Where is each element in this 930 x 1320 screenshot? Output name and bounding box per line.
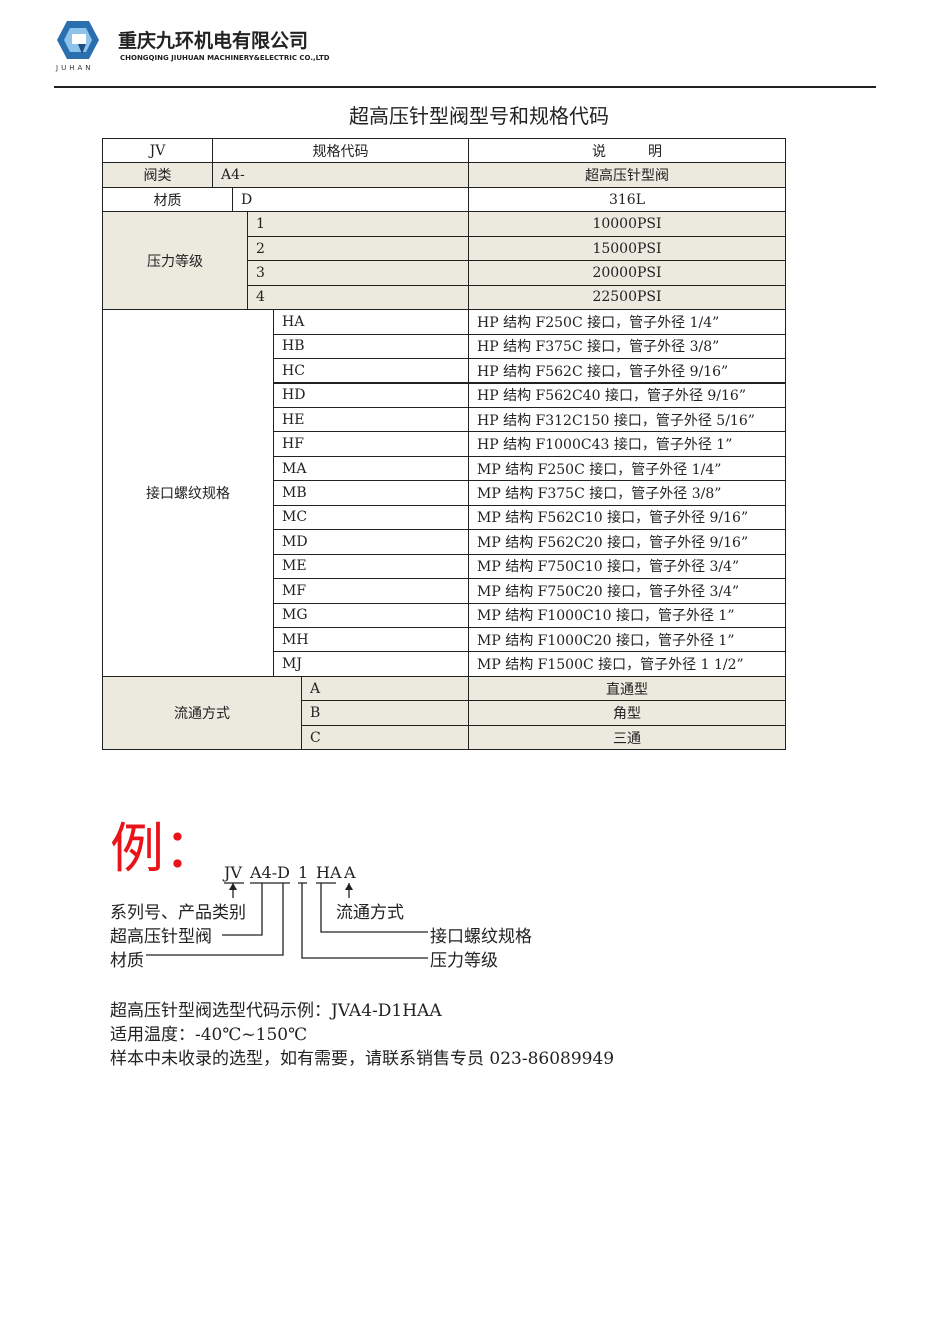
row-code-text: MC [282,509,308,526]
row-code-text: MG [282,607,308,624]
row-desc: 超高压针型阀 [468,162,786,188]
label-flow: 流通方式 [336,903,404,923]
header-desc-text: 说 明 [592,143,662,160]
row-code-text: MJ [282,656,302,673]
row-code-text: 4 [256,289,265,306]
row-desc-text: MP 结构 F562C10 接口，管子外径 9/16” [477,510,749,527]
code-jv: JV [224,863,242,882]
row-desc-text: 超高压针型阀 [585,168,669,185]
row-desc-text: 22500PSI [592,289,662,306]
label-material: 材质 [110,951,144,971]
row-code-text: HB [282,338,305,355]
note-contact: 样本中未收录的选型，如有需要，请联系销售专员 023-86089949 [110,1049,615,1069]
section-label-text: 流通方式 [174,706,230,723]
row-code: 3 [247,260,469,286]
row-code: A4- [212,162,469,188]
row-code-text: HF [282,436,304,453]
row-desc-text: HP 结构 F1000C43 接口，管子外径 1” [477,437,733,454]
row-code-text: MF [282,582,307,599]
header-code-text: 规格代码 [312,143,369,160]
section-label-text: 压力等级 [147,253,203,270]
code-a4d: A4-D [250,863,290,882]
code-flow: A [344,863,356,882]
row-code-text: D [241,191,253,208]
section-label-text: 材质 [153,192,182,209]
code-pressure: 1 [298,863,309,882]
row-desc-text: HP 结构 F250C 接口，管子外径 1/4” [477,314,720,331]
row-code-text: MH [282,631,309,648]
row-desc-text: MP 结构 F375C 接口，管子外径 3/8” [477,486,722,503]
row-desc-text: 20000PSI [592,264,662,281]
row-desc-text: 三通 [613,730,641,747]
row-desc-text: HP 结构 F562C40 接口，管子外径 9/16” [477,388,746,405]
row-code-text: MD [282,533,308,550]
row-desc-text: 15000PSI [592,240,662,257]
page-title: 超高压针型阀型号和规格代码 [349,104,609,128]
row-desc-text: MP 结构 F1000C10 接口，管子外径 1” [477,608,735,625]
row-desc-text: 直通型 [606,681,648,698]
row-desc-text: MP 结构 F562C20 接口，管子外径 9/16” [477,534,749,551]
logo: JUHAN [56,20,100,72]
row-code: 1 [247,211,469,237]
example-mark: 例： [110,817,218,880]
row-desc-text: MP 结构 F1000C20 接口，管子外径 1” [477,632,735,649]
row-code-text: ME [282,558,307,575]
row-code-text: MB [282,485,307,502]
row-desc-text: HP 结构 F562C 接口，管子外径 9/16” [477,363,729,380]
note-temperature: 适用温度：-40℃~150℃ [110,1025,308,1045]
row-desc: 20000PSI [468,260,786,286]
row-code-text: HE [282,411,305,428]
row-code-text: 1 [256,216,265,233]
section-label: 流通方式 [102,675,302,751]
row-code: C [301,724,469,751]
row-desc-text: 316L [608,191,646,208]
company-name-en: CHONGQING JIUHUAN MACHINERY&ELECTRIC CO.… [120,54,330,62]
code-thread: HA [316,863,342,882]
row-desc: 角型 [468,700,786,726]
row-desc-text: MP 结构 F1500C 接口，管子外径 1 1/2” [477,657,744,674]
row-code-text: HA [282,313,305,330]
label-pressure: 压力等级 [430,951,498,971]
row-desc-text: MP 结构 F750C10 接口，管子外径 3/4” [477,559,740,576]
row-code-text: MA [282,460,307,477]
row-desc: 22500PSI [468,284,786,311]
row-code-text: 2 [256,240,265,257]
row-desc-text: MP 结构 F750C20 接口，管子外径 3/4” [477,583,740,600]
label-series: 系列号、产品类别 [110,903,246,923]
row-desc-text: MP 结构 F250C 接口，管子外径 1/4” [477,461,722,478]
row-code-text: HD [282,387,306,404]
company-name-cn: 重庆九环机电有限公司 [118,30,309,52]
header-rule [54,86,876,88]
row-code-text: 3 [256,264,265,281]
section-label-text: 接口螺纹规格 [146,486,230,503]
row-desc: 直通型 [468,675,786,702]
header-jv-text: JV [149,142,166,159]
row-desc: 三通 [468,724,786,751]
row-code: 4 [247,284,469,311]
section-label-text: 阀类 [143,168,172,185]
row-desc-text: 10000PSI [592,216,662,233]
logo-text: JUHAN [56,64,94,72]
row-desc-text: HP 结构 F375C 接口，管子外径 3/8” [477,339,720,356]
note-example: 超高压针型阀选型代码示例：JVA4-D1HAA [110,1001,442,1021]
row-desc-text: 角型 [613,706,641,723]
row-code-text: A4- [221,167,245,184]
example-connectors [146,882,428,959]
section-label: 压力等级 [102,211,248,311]
row-code-text: A [310,680,321,697]
row-code-text: C [310,729,321,746]
label-thread: 接口螺纹规格 [430,927,532,947]
row-desc-text: HP 结构 F312C150 接口，管子外径 5/16” [477,412,755,429]
row-code-text: HC [282,362,305,379]
label-valve: 超高压针型阀 [110,927,212,947]
row-code: B [301,700,469,726]
row-code-text: B [310,705,321,722]
